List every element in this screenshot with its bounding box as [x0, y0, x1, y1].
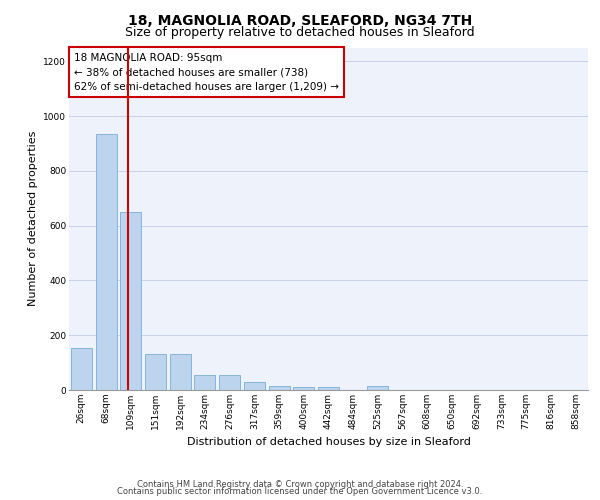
Text: Contains HM Land Registry data © Crown copyright and database right 2024.: Contains HM Land Registry data © Crown c…	[137, 480, 463, 489]
Bar	[318, 388, 339, 390]
Bar	[95, 134, 116, 390]
Text: 18, MAGNOLIA ROAD, SLEAFORD, NG34 7TH: 18, MAGNOLIA ROAD, SLEAFORD, NG34 7TH	[128, 14, 472, 28]
Bar	[194, 375, 215, 390]
Bar	[244, 382, 265, 390]
Bar	[145, 354, 166, 390]
Bar	[71, 348, 92, 390]
Y-axis label: Number of detached properties: Number of detached properties	[28, 131, 38, 306]
Text: Size of property relative to detached houses in Sleaford: Size of property relative to detached ho…	[125, 26, 475, 39]
Bar	[170, 354, 191, 390]
Bar	[269, 386, 290, 390]
Bar	[219, 375, 240, 390]
X-axis label: Distribution of detached houses by size in Sleaford: Distribution of detached houses by size …	[187, 438, 470, 448]
Bar	[120, 212, 141, 390]
Text: 18 MAGNOLIA ROAD: 95sqm
← 38% of detached houses are smaller (738)
62% of semi-d: 18 MAGNOLIA ROAD: 95sqm ← 38% of detache…	[74, 52, 339, 92]
Text: Contains public sector information licensed under the Open Government Licence v3: Contains public sector information licen…	[118, 487, 482, 496]
Bar	[367, 386, 388, 390]
Bar	[293, 388, 314, 390]
